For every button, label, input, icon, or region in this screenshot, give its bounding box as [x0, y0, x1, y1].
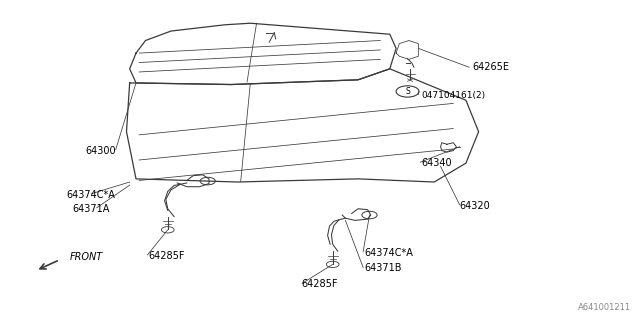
- Text: FRONT: FRONT: [69, 252, 102, 261]
- Text: 64300: 64300: [85, 146, 116, 156]
- Text: 64371A: 64371A: [72, 204, 110, 214]
- Text: 64285F: 64285F: [148, 251, 185, 261]
- Text: 64374C*A: 64374C*A: [66, 189, 115, 200]
- Text: 64320: 64320: [460, 201, 490, 211]
- Text: 047104161(2): 047104161(2): [422, 91, 486, 100]
- Text: 64340: 64340: [422, 158, 452, 168]
- Text: 64374C*A: 64374C*A: [364, 248, 413, 258]
- Text: 64371B: 64371B: [364, 263, 402, 274]
- Text: 64265E: 64265E: [472, 62, 509, 72]
- Text: S: S: [405, 87, 410, 96]
- Text: 64285F: 64285F: [301, 279, 337, 289]
- Text: A641001211: A641001211: [578, 303, 631, 312]
